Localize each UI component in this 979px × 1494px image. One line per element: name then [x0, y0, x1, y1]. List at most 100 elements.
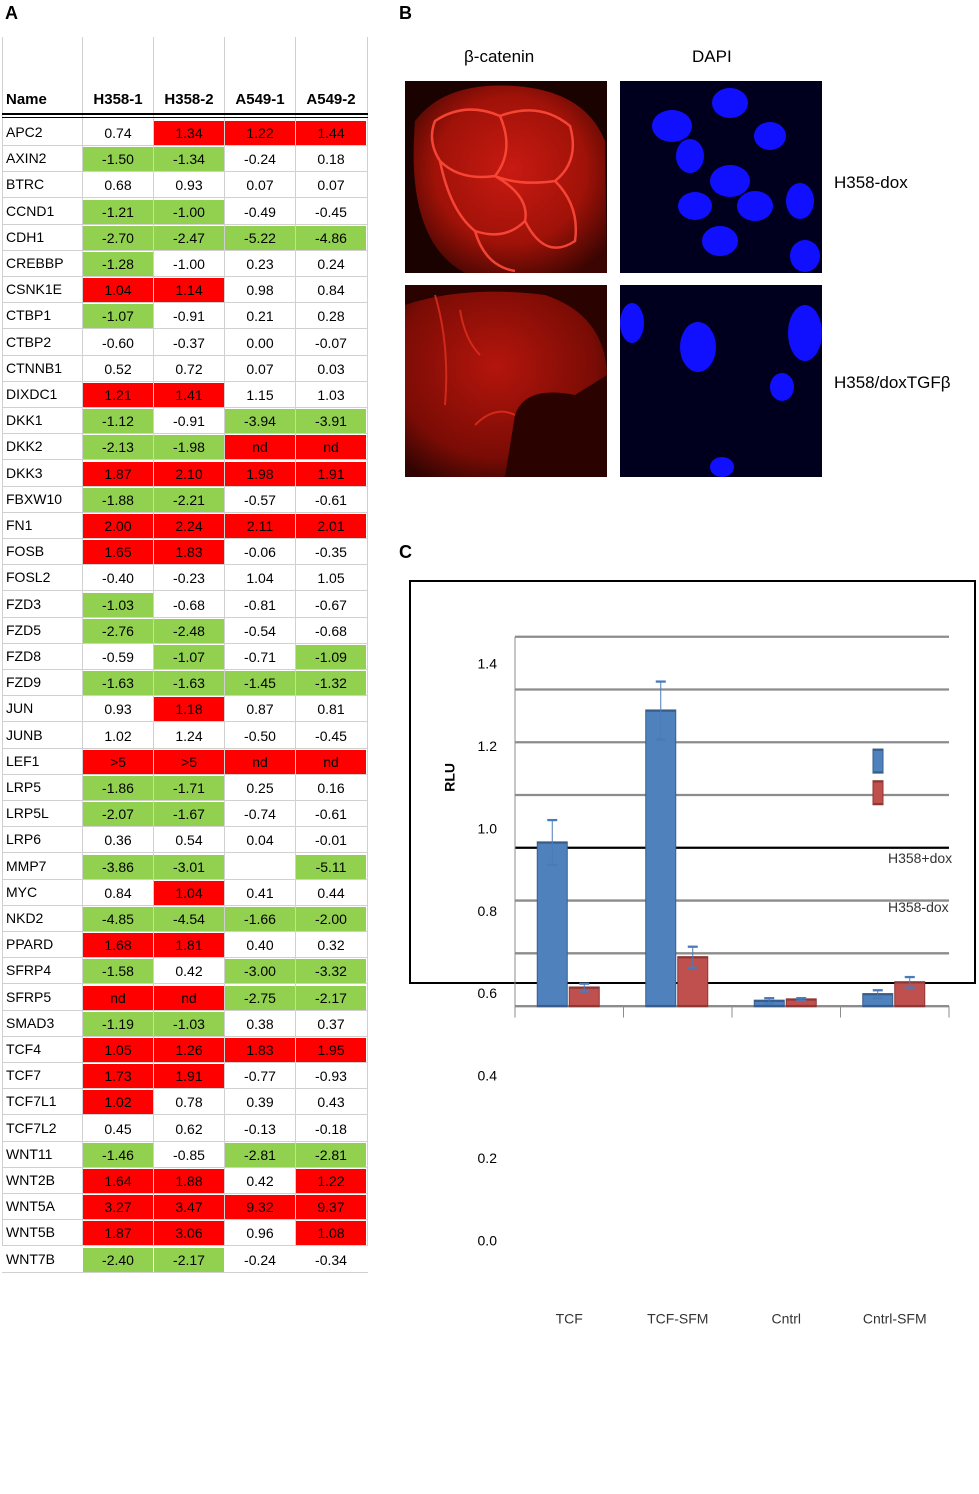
value-cell: 1.21: [83, 383, 153, 407]
value-cell: -0.01: [315, 832, 347, 849]
table-gridline: [153, 37, 154, 1245]
value-cell: nd: [83, 985, 153, 1010]
panel-c-letter: C: [399, 542, 412, 562]
dapi-image-tgfb: [620, 285, 822, 477]
row-label-h358-dox: H358-dox: [834, 173, 908, 192]
value-cell: -0.23: [173, 570, 205, 587]
value-cell: -2.00: [296, 907, 366, 931]
table-gridline: [2, 485, 368, 487]
value-cell: -3.32: [296, 959, 366, 984]
value-cell: 0.07: [246, 177, 274, 194]
value-cell: 1.81: [154, 933, 224, 958]
value-cell: -2.21: [154, 487, 224, 512]
value-cell: -1.07: [83, 304, 153, 329]
value-cell: -0.60: [102, 334, 134, 351]
table-gridline: [2, 459, 368, 461]
value-cell: 0.00: [246, 334, 274, 351]
table-gridline: [2, 407, 368, 408]
value-cell: -0.07: [315, 334, 347, 351]
value-cell: -0.24: [244, 151, 276, 168]
value-cell: nd: [225, 749, 295, 774]
value-cell: -1.00: [173, 256, 205, 272]
value-cell: -0.71: [244, 649, 276, 665]
table-row: LEF1 >5 >5 nd nd: [2, 749, 368, 775]
value-cell: 1.04: [246, 570, 274, 587]
table-gridline: [2, 957, 368, 959]
value-cell: -1.03: [83, 592, 153, 617]
table-row: CTBP2 -0.60 -0.37 0.00 -0.07: [2, 330, 368, 356]
value-cell: -3.94: [225, 409, 295, 434]
x-tick-label: TCF: [556, 1311, 583, 1327]
table-gridline: [2, 1193, 368, 1194]
panel-a-letter: A: [5, 3, 18, 23]
table-gridline: [2, 171, 368, 173]
value-cell: 0.07: [317, 177, 345, 194]
value-cell: 0.39: [246, 1094, 274, 1111]
gene-name: FBXW10: [6, 490, 63, 507]
value-cell: -2.17: [296, 985, 366, 1010]
value-cell: -0.57: [244, 491, 276, 508]
legend-label: H358-dox: [888, 899, 949, 915]
table-gridline: [2, 276, 368, 277]
value-cell: 9.37: [296, 1195, 366, 1220]
value-cell: 0.87: [246, 701, 274, 718]
table-gridline: [2, 1219, 368, 1221]
table-gridline: [2, 145, 368, 146]
value-cell: 1.95: [296, 1038, 366, 1062]
gene-name: CTNNB1: [6, 359, 63, 376]
gene-name: FZD3: [6, 595, 41, 612]
table-gridline: [2, 983, 368, 985]
value-cell: -2.48: [154, 618, 224, 643]
table-gridline: [2, 433, 368, 435]
value-cell: 1.64: [83, 1169, 153, 1193]
value-cell: 0.03: [317, 360, 345, 377]
value-cell: -2.70: [83, 225, 153, 250]
value-cell: 0.21: [246, 308, 274, 325]
value-cell: >5: [154, 749, 224, 774]
value-cell: 1.41: [154, 383, 224, 407]
table-row: FZD3 -1.03 -0.68 -0.81 -0.67: [2, 592, 368, 618]
value-cell: -0.74: [244, 806, 276, 823]
table-row: MMP7 -3.86 -3.01 -5.11: [2, 854, 368, 880]
table-gridline: [2, 1140, 368, 1142]
value-cell: -1.07: [154, 645, 224, 669]
gene-name: NKD2: [6, 910, 44, 926]
table-row: SFRP4 -1.58 0.42 -3.00 -3.32: [2, 958, 368, 985]
value-cell: 0.40: [246, 937, 274, 954]
value-cell: 0.23: [246, 256, 274, 272]
table-row: TCF7 1.73 1.91 -0.77 -0.93: [2, 1063, 368, 1090]
value-cell: 0.36: [104, 832, 132, 849]
value-cell: -1.63: [83, 671, 153, 696]
value-cell: -2.13: [83, 435, 153, 460]
value-cell: 0.07: [246, 360, 274, 377]
value-cell: -1.63: [154, 671, 224, 696]
value-cell: 0.16: [317, 780, 345, 796]
beta-catenin-image-tgfb: [405, 285, 607, 477]
value-cell: 0.28: [317, 308, 345, 325]
value-cell: -2.40: [83, 1247, 153, 1272]
value-cell: 0.93: [104, 701, 132, 718]
y-tick-label: 0.4: [478, 1068, 498, 1084]
row-label-h358-doxtgfb: H358/doxTGFβ: [834, 373, 951, 392]
table-row: TCF4 1.05 1.26 1.83 1.95: [2, 1037, 368, 1063]
value-cell: -0.61: [315, 806, 347, 823]
y-tick-label: 0.6: [478, 985, 498, 1001]
table-gridline: [2, 642, 368, 644]
value-cell: -1.19: [83, 1011, 153, 1036]
table-row: CREBBP -1.28 -1.00 0.23 0.24: [2, 251, 368, 277]
table-row: MYC 0.84 1.04 0.41 0.44: [2, 880, 368, 906]
gene-name: CTBP1: [6, 307, 52, 324]
table-gridline: [2, 1035, 368, 1037]
value-cell: 0.42: [246, 1173, 274, 1189]
table-row: LRP5 -1.86 -1.71 0.25 0.16: [2, 775, 368, 801]
value-cell: -0.13: [244, 1120, 276, 1137]
table-row: WNT7B -2.40 -2.17 -0.24 -0.34: [2, 1247, 368, 1273]
value-cell: 1.44: [296, 121, 366, 145]
value-cell: [225, 855, 295, 879]
table-row: SMAD3 -1.19 -1.03 0.38 0.37: [2, 1011, 368, 1037]
table-gridline: [2, 590, 368, 592]
value-cell: 0.44: [317, 884, 345, 901]
table-gridline: [2, 800, 368, 801]
y-axis-label: RLU: [442, 763, 458, 792]
table-row: TCF7L1 1.02 0.78 0.39 0.43: [2, 1089, 368, 1116]
